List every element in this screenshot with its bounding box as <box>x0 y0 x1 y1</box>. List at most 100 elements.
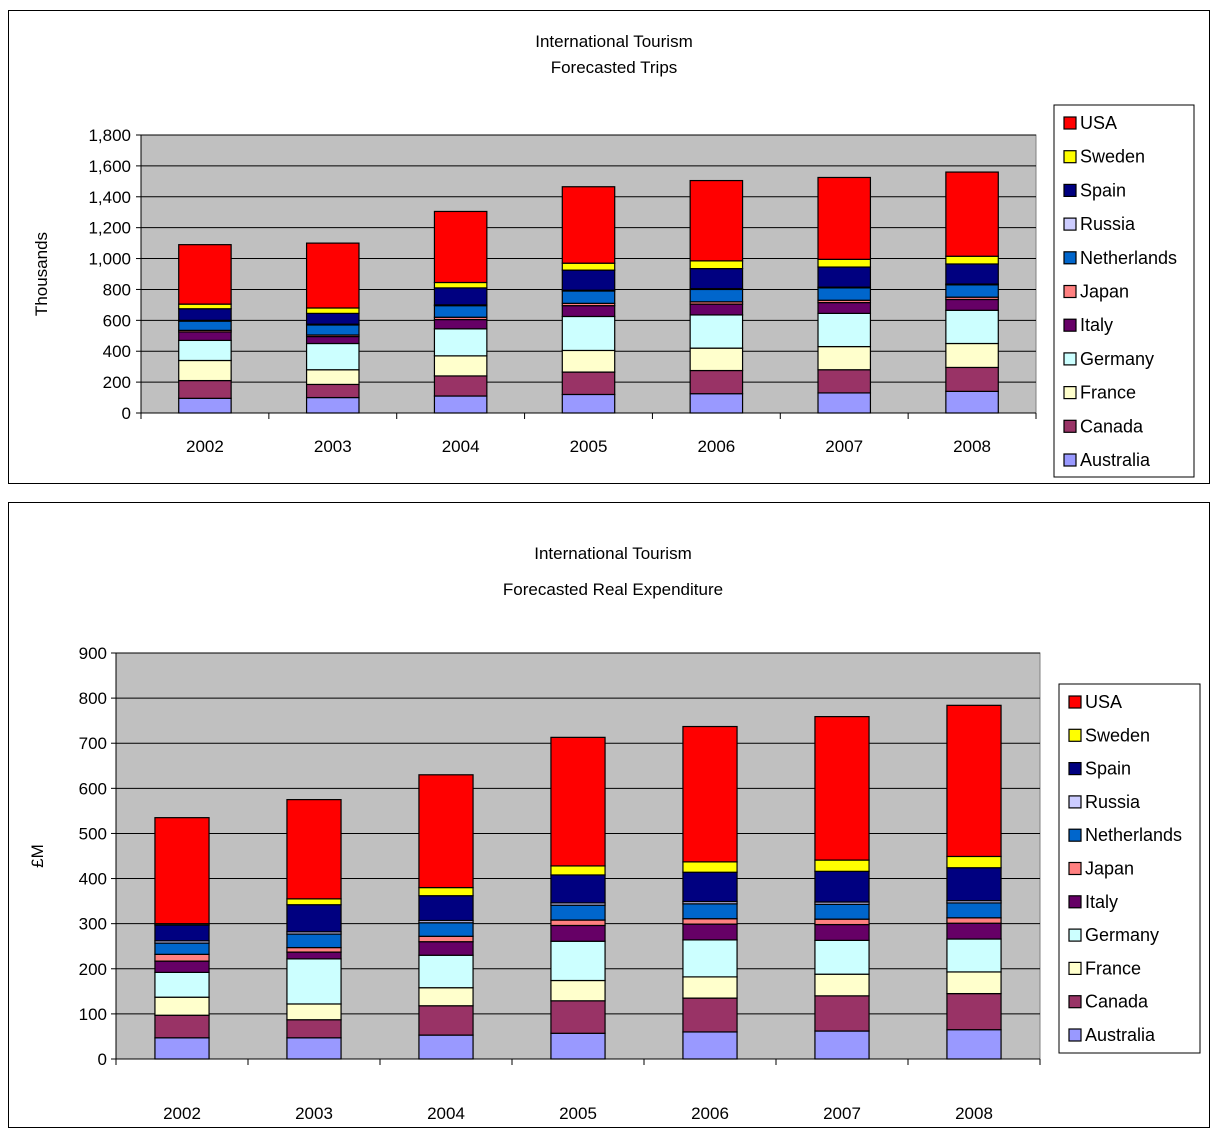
legend-swatch-spain <box>1068 762 1082 776</box>
bar-segment-netherlands <box>178 320 232 331</box>
bar-segment-france <box>817 345 872 371</box>
x-tick-label: 2003 <box>295 1104 333 1123</box>
bar-segment-france <box>945 342 999 369</box>
bar-segment-germany <box>418 954 474 989</box>
expenditure-chart: International Tourism Forecasted Real Exp… <box>8 502 1210 1128</box>
trips-chart: International Tourism Forecasted Trips 0 20… <box>8 10 1210 484</box>
bar-segment-france <box>689 347 744 372</box>
bar-segment-usa <box>286 799 342 900</box>
bar-segment-sweden <box>550 865 606 876</box>
legend-swatch-italy <box>1063 318 1077 332</box>
bar-segment-germany <box>689 314 744 349</box>
bar-segment-australia <box>418 1034 474 1060</box>
bar-segment-canada <box>418 1005 474 1036</box>
bar-segment-usa <box>946 704 1002 858</box>
bar-segment-sweden <box>178 303 232 310</box>
bar-segment-spain <box>154 924 210 942</box>
y-tick-label: 400 <box>103 342 131 361</box>
legend-label: Japan <box>1080 282 1129 302</box>
bar-segment-australia <box>433 395 488 414</box>
bar-segment-germany <box>286 958 342 1005</box>
bar-segment-spain <box>418 895 474 922</box>
bar-segment-italy <box>305 335 360 345</box>
bar-segment-netherlands <box>689 288 744 303</box>
bar-segment-sweden <box>817 258 872 268</box>
legend-swatch-sweden <box>1063 150 1077 164</box>
bar-segment-usa <box>305 242 360 309</box>
bar-segment-netherlands <box>305 324 360 336</box>
bar-segment-france <box>814 973 870 997</box>
y-tick-label: 0 <box>122 404 131 423</box>
bar-segment-spain <box>561 269 616 291</box>
bar-segment-usa <box>561 186 616 264</box>
bar-segment-japan <box>814 918 870 926</box>
bar-segment-sweden <box>286 898 342 906</box>
legend-label: Australia <box>1080 450 1151 470</box>
bar-segment-usa <box>550 736 606 867</box>
bar-segment-italy <box>682 923 738 941</box>
legend-swatch-australia <box>1068 1028 1082 1042</box>
bar-segment-australia <box>561 393 616 414</box>
x-tick-label: 2006 <box>691 1104 729 1123</box>
bar-segment-netherlands <box>946 902 1002 919</box>
bar-segment-canada <box>689 369 744 395</box>
legend-label: Italy <box>1080 315 1113 335</box>
legend-swatch-russia <box>1063 217 1077 231</box>
bar-segment-germany <box>305 342 360 371</box>
bar-segment-sweden <box>305 307 360 314</box>
legend-swatch-usa <box>1063 116 1077 130</box>
chart-svg: International Tourism Forecasted Trips 0 20… <box>32 32 1195 478</box>
x-tick-label: 2008 <box>955 1104 993 1123</box>
bar-segment-canada <box>286 1019 342 1039</box>
legend-label: France <box>1080 383 1136 403</box>
legend-label: France <box>1085 958 1141 978</box>
bar-segment-spain <box>682 871 738 903</box>
bar-segment-spain <box>689 267 744 290</box>
bar-segment-netherlands <box>286 933 342 949</box>
x-tick-label: 2006 <box>697 437 735 456</box>
y-tick-label: 500 <box>79 824 107 843</box>
legend-swatch-australia <box>1063 453 1077 467</box>
y-tick-label: 200 <box>103 373 131 392</box>
bar-segment-usa <box>433 210 488 284</box>
bar-segment-sweden <box>433 281 488 289</box>
legend-label: Canada <box>1080 416 1144 436</box>
y-tick-label: 100 <box>79 1005 107 1024</box>
y-tick-label: 600 <box>79 779 107 798</box>
legend-label: Sweden <box>1085 725 1150 745</box>
legend-swatch-spain <box>1063 183 1077 197</box>
legend-swatch-usa <box>1068 695 1082 709</box>
bar-segment-canada <box>305 383 360 399</box>
bar-segment-canada <box>178 379 232 399</box>
bar-segment-usa <box>814 716 870 861</box>
bar-segment-japan <box>946 917 1002 924</box>
bar-segment-germany <box>682 939 738 978</box>
bar-segment-australia <box>682 1031 738 1060</box>
bar-segment-netherlands <box>418 922 474 937</box>
x-tick-label: 2007 <box>825 437 863 456</box>
bar-segment-netherlands <box>682 903 738 920</box>
legend-swatch-japan <box>1068 861 1082 876</box>
legend-swatch-germany <box>1068 928 1082 942</box>
legend-label: Germany <box>1085 925 1159 945</box>
bar-segment-netherlands <box>154 942 210 955</box>
bar-segment-italy <box>946 922 1002 940</box>
legend-label: Australia <box>1085 1025 1156 1045</box>
bar-segment-japan <box>154 953 210 962</box>
bar-segment-italy <box>433 318 488 330</box>
y-tick-label: 400 <box>79 870 107 889</box>
legend-label: Netherlands <box>1080 248 1177 268</box>
chart-title-line: Forecasted Real Expenditure <box>503 580 723 599</box>
bar-segment-australia <box>817 392 872 414</box>
y-tick-label: 1,200 <box>88 219 131 238</box>
bar-segment-netherlands <box>945 284 999 298</box>
legend-label: Sweden <box>1080 147 1145 167</box>
y-axis-label: Thousands <box>32 232 51 316</box>
bar-segment-italy <box>561 305 616 318</box>
legend-label: Japan <box>1085 859 1134 879</box>
legend-swatch-russia <box>1068 795 1082 809</box>
bar-segment-usa <box>945 171 999 257</box>
bar-segment-australia <box>178 397 232 414</box>
bar-segment-australia <box>945 390 999 414</box>
bar-segment-japan <box>418 935 474 943</box>
